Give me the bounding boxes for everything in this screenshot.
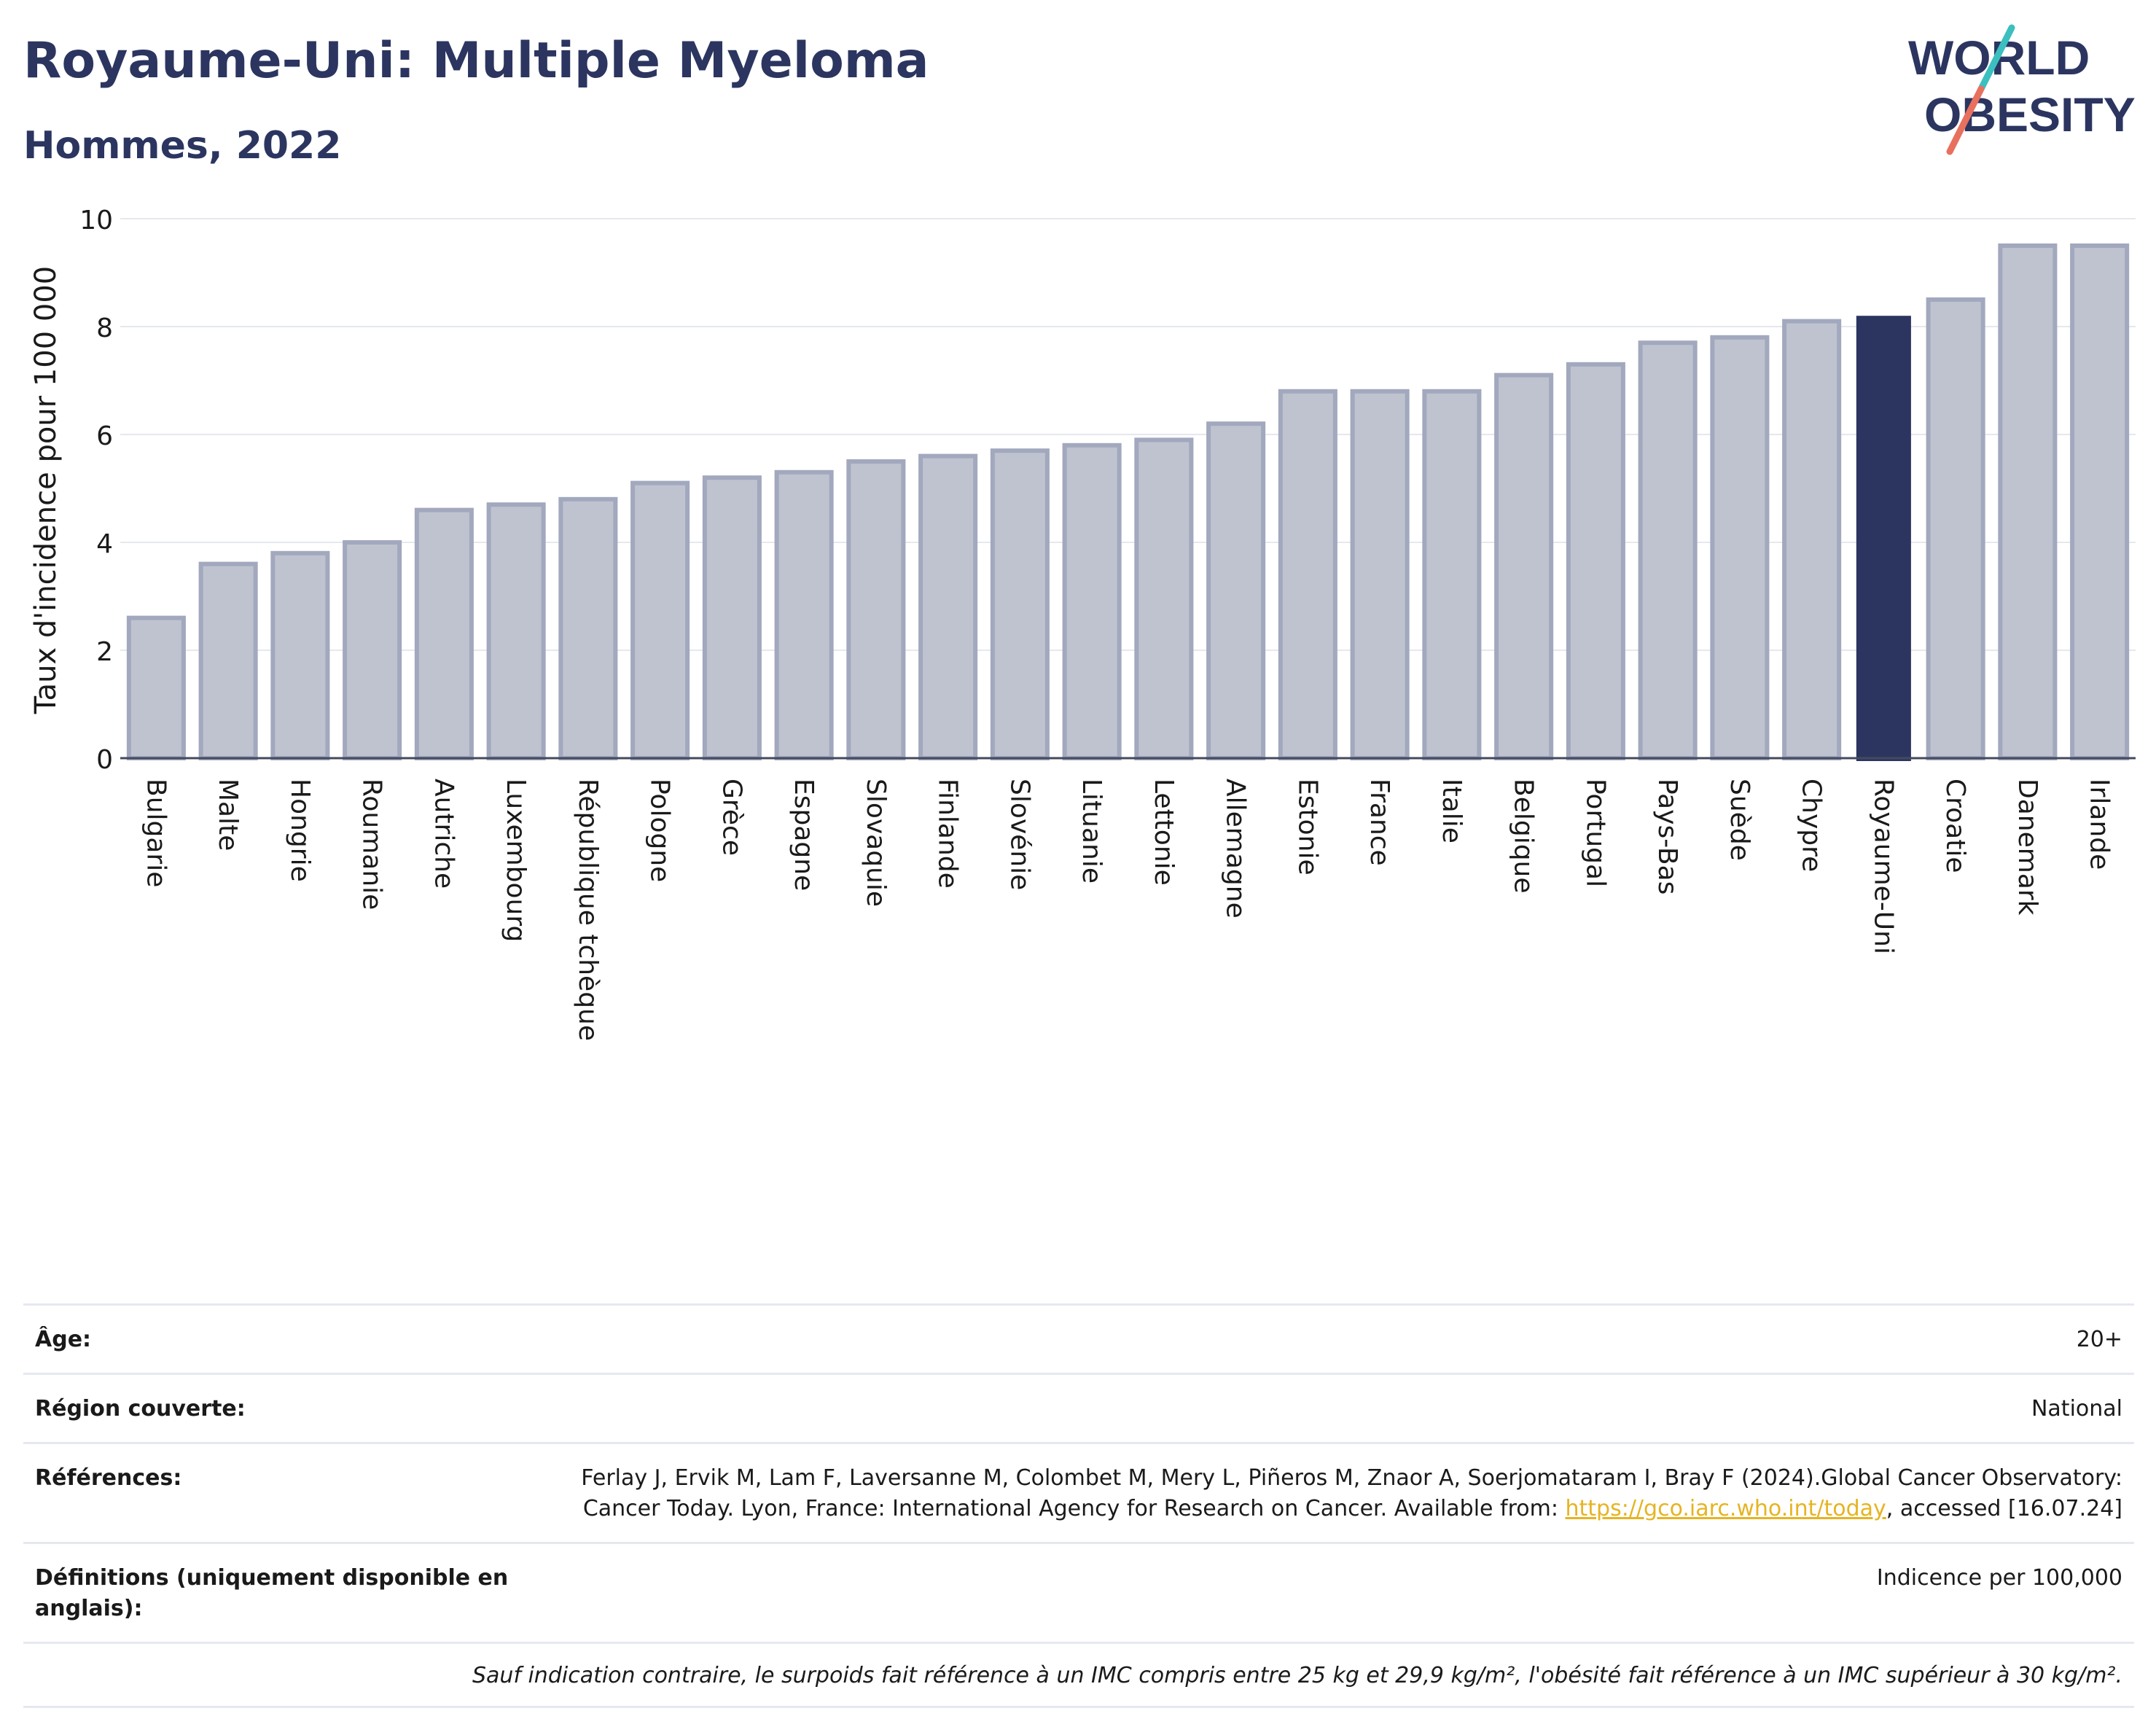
world-obesity-logo: WORLD OBESITY — [1908, 24, 2136, 155]
region-value: National — [2031, 1396, 2122, 1422]
info-row-definitions: Définitions (uniquement disponible en an… — [23, 1542, 2134, 1642]
x-tick-label-23: Chypre — [1797, 779, 1827, 872]
x-tick-label-12: Slovénie — [1004, 779, 1034, 890]
bar-italie — [1422, 389, 1482, 760]
bar-république-tchèque — [558, 496, 618, 760]
info-row-age: Âge: 20+ — [23, 1303, 2134, 1373]
bar-suède — [1710, 335, 1770, 760]
bar-autriche — [414, 507, 474, 760]
footnote: Sauf indication contraire, le surpoids f… — [23, 1642, 2134, 1708]
x-tick-label-20: Portugal — [1580, 779, 1610, 887]
bar-lettonie — [1134, 437, 1194, 761]
y-axis-label: Taux d'incidence pour 100 000 — [29, 266, 63, 714]
chart-title: Royaume-Uni: Multiple Myeloma — [23, 32, 929, 90]
chart-subtitle: Hommes, 2022 — [23, 124, 342, 168]
references-text-1: Ferlay J, Ervik M, Lam F, Laversanne M, … — [581, 1465, 2122, 1521]
x-tick-label-24: Royaume-Uni — [1868, 779, 1898, 954]
bar-hongrie — [270, 550, 330, 760]
y-tick-label-4: 8 — [96, 313, 113, 343]
bar-royaume-uni — [1856, 316, 1911, 761]
x-tick-label-0: Bulgarie — [141, 779, 171, 887]
bar-croatie — [1926, 297, 1985, 760]
x-tick-label-16: Estonie — [1292, 779, 1322, 876]
references-label: Références: — [35, 1465, 182, 1491]
bar-allemagne — [1206, 421, 1266, 760]
x-tick-label-22: Suède — [1725, 779, 1754, 861]
bar-portugal — [1566, 362, 1625, 760]
x-tick-label-6: République tchèque — [573, 779, 603, 1041]
x-tick-label-27: Irlande — [2085, 779, 2114, 870]
x-tick-label-14: Lettonie — [1149, 779, 1179, 886]
bar-pologne — [630, 480, 690, 760]
age-label: Âge: — [35, 1327, 92, 1352]
x-tick-label-19: Belgique — [1509, 779, 1539, 894]
info-table: Âge: 20+ Région couverte: National Référ… — [23, 1303, 2134, 1708]
x-tick-label-2: Hongrie — [285, 779, 315, 882]
x-tick-label-11: Finlande — [933, 779, 963, 889]
x-tick-label-26: Danemark — [2012, 779, 2042, 916]
x-tick-label-8: Grèce — [716, 779, 746, 856]
x-tick-label-9: Espagne — [789, 779, 819, 891]
x-tick-label-17: France — [1364, 779, 1394, 866]
y-tick-label-3: 6 — [96, 421, 113, 451]
axes: 0 2 4 6 8 10 Bulgarie Malte Hongrie Roumanie Autri… — [79, 206, 2136, 1041]
x-tick-label-13: Lituanie — [1077, 779, 1106, 884]
bar-roumanie — [343, 540, 402, 760]
bar-bulgarie — [126, 615, 186, 760]
bars — [126, 243, 2130, 761]
bar-slovénie — [990, 448, 1050, 760]
x-tick-label-4: Autriche — [429, 779, 458, 889]
bar-estonie — [1278, 389, 1337, 760]
x-tick-label-25: Croatie — [1940, 779, 1970, 873]
bar-luxembourg — [486, 502, 546, 760]
bar-irlande — [2070, 243, 2130, 760]
info-row-region: Région couverte: National — [23, 1373, 2134, 1442]
bar-slovaquie — [846, 459, 906, 760]
y-tick-label-2: 4 — [96, 529, 113, 559]
logo-slash-teal — [1977, 24, 2015, 93]
definitions-label: Définitions (uniquement disponible en an… — [35, 1565, 509, 1621]
bar-pays-bas — [1638, 340, 1698, 760]
bar-finlande — [918, 453, 978, 760]
definitions-value: Indicence per 100,000 — [1876, 1565, 2122, 1591]
references-value: Ferlay J, Ervik M, Lam F, Laversanne M, … — [555, 1463, 2122, 1524]
x-tick-label-15: Allemagne — [1221, 779, 1251, 919]
info-row-references: Références: Ferlay J, Ervik M, Lam F, La… — [23, 1442, 2134, 1542]
bar-lituanie — [1062, 442, 1122, 760]
bar-malte — [198, 561, 258, 760]
x-tick-label-10: Slovaquie — [861, 779, 891, 907]
age-value: 20+ — [2076, 1327, 2122, 1352]
logo-slash-coral — [1946, 85, 1985, 155]
x-tick-label-1: Malte — [213, 779, 243, 851]
bar-france — [1350, 389, 1410, 760]
bar-espagne — [774, 469, 834, 760]
bar-grèce — [702, 475, 762, 760]
x-tick-label-21: Pays-Bas — [1652, 779, 1682, 894]
x-tick-label-5: Luxembourg — [501, 779, 531, 942]
bar-danemark — [1998, 243, 2058, 760]
y-tick-label-0: 0 — [96, 745, 113, 775]
region-label: Région couverte: — [35, 1396, 246, 1422]
y-tick-label-1: 2 — [96, 637, 113, 667]
references-link[interactable]: https://gco.iarc.who.int/today — [1565, 1496, 1886, 1521]
references-text-2: , accessed [16.07.24] — [1886, 1496, 2122, 1521]
x-tick-label-3: Roumanie — [357, 779, 387, 910]
x-tick-label-18: Italie — [1437, 779, 1466, 843]
bar-chypre — [1782, 319, 1842, 761]
x-tick-label-7: Pologne — [645, 779, 675, 882]
bar-chart: 0 2 4 6 8 10 Bulgarie Malte Hongrie Roumanie Autri… — [29, 206, 2136, 1041]
y-tick-label-5: 10 — [79, 206, 113, 235]
bar-belgique — [1494, 373, 1554, 760]
